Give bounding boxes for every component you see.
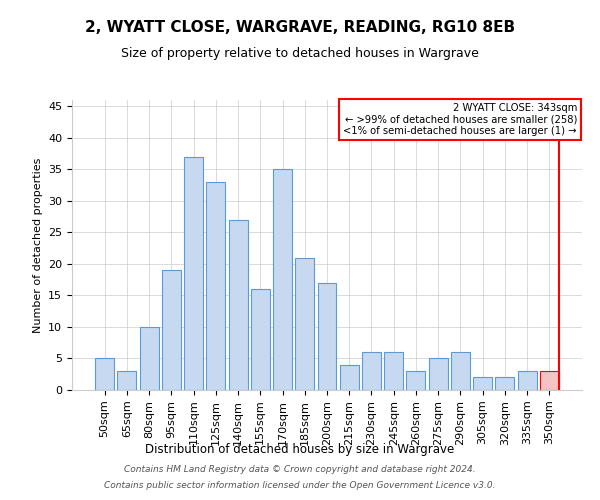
Bar [496, 378, 514, 390]
Text: Contains HM Land Registry data © Crown copyright and database right 2024.: Contains HM Land Registry data © Crown c… [124, 466, 476, 474]
Bar [540, 371, 559, 390]
Text: 2 WYATT CLOSE: 343sqm
← >99% of detached houses are smaller (258)
<1% of semi-de: 2 WYATT CLOSE: 343sqm ← >99% of detached… [343, 103, 577, 136]
Bar [140, 327, 158, 390]
Text: Contains public sector information licensed under the Open Government Licence v3: Contains public sector information licen… [104, 480, 496, 490]
Bar [340, 365, 359, 390]
Bar [406, 371, 425, 390]
Bar [95, 358, 114, 390]
Bar [317, 283, 337, 390]
Bar [384, 352, 403, 390]
Text: Size of property relative to detached houses in Wargrave: Size of property relative to detached ho… [121, 48, 479, 60]
Text: 2, WYATT CLOSE, WARGRAVE, READING, RG10 8EB: 2, WYATT CLOSE, WARGRAVE, READING, RG10 … [85, 20, 515, 35]
Bar [429, 358, 448, 390]
Bar [206, 182, 225, 390]
Bar [162, 270, 181, 390]
Bar [118, 371, 136, 390]
Bar [362, 352, 381, 390]
Y-axis label: Number of detached properties: Number of detached properties [32, 158, 43, 332]
Text: Distribution of detached houses by size in Wargrave: Distribution of detached houses by size … [145, 442, 455, 456]
Bar [251, 289, 270, 390]
Bar [273, 170, 292, 390]
Bar [473, 378, 492, 390]
Bar [184, 156, 203, 390]
Bar [295, 258, 314, 390]
Bar [518, 371, 536, 390]
Bar [229, 220, 248, 390]
Bar [451, 352, 470, 390]
